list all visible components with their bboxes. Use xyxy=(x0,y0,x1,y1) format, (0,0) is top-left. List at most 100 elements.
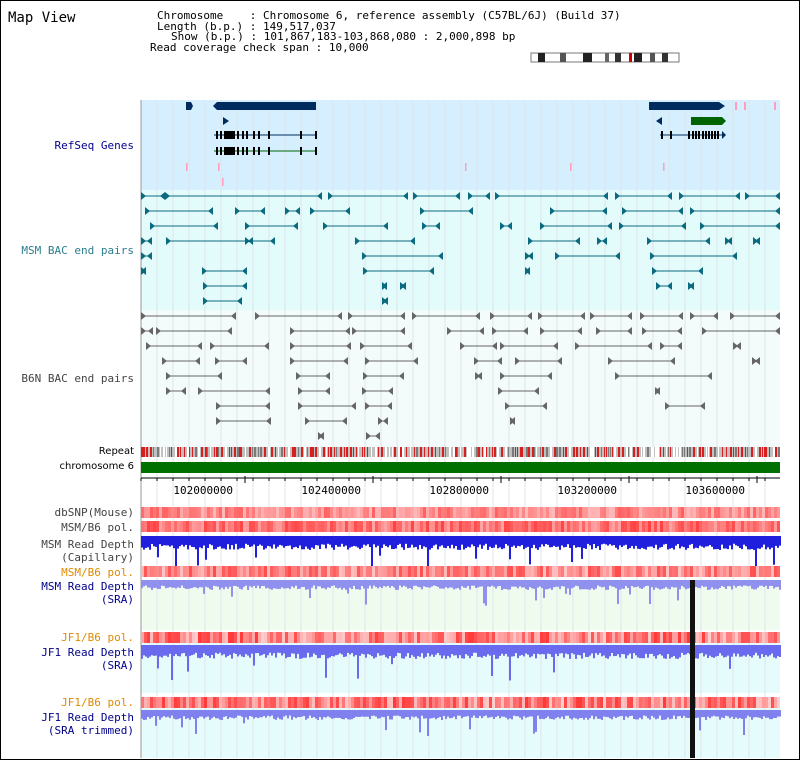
depth-bar xyxy=(557,580,559,587)
depth-bar xyxy=(557,645,559,657)
heatmap-cell xyxy=(342,697,345,708)
heatmap-cell xyxy=(465,566,468,577)
bac-end-marker xyxy=(468,192,473,200)
msm-b6-pol-heatmap-2[interactable] xyxy=(141,566,780,577)
depth-bar xyxy=(685,536,687,550)
heatmap-cell xyxy=(384,566,387,577)
depth-bar xyxy=(563,580,565,587)
repeat-track[interactable] xyxy=(141,447,780,457)
chromosome-ideogram[interactable] xyxy=(530,52,680,63)
heatmap-cell xyxy=(363,566,366,577)
heatmap-cell xyxy=(228,507,231,518)
depth-bar xyxy=(505,645,507,654)
depth-bar xyxy=(229,580,231,587)
heatmap-cell xyxy=(453,632,456,643)
depth-bar xyxy=(625,645,627,659)
depth-bar xyxy=(695,645,697,659)
bac-end-marker xyxy=(655,387,660,395)
heatmap-cell xyxy=(363,507,366,518)
heatmap-cell xyxy=(546,697,549,708)
bac-end-marker xyxy=(447,327,452,335)
repeat-element xyxy=(663,447,664,457)
heatmap-cell xyxy=(408,521,411,532)
bac-end-marker xyxy=(285,207,290,215)
heatmap-cell xyxy=(276,566,279,577)
heatmap-cell xyxy=(681,632,684,643)
refseq-genes[interactable] xyxy=(186,102,776,186)
depth-bar xyxy=(767,645,769,657)
depth-bar xyxy=(461,536,463,545)
heatmap-cell xyxy=(606,697,609,708)
heatmap-cell xyxy=(252,566,255,577)
depth-bar xyxy=(337,710,339,718)
heatmap-cell xyxy=(372,632,375,643)
depth-bar xyxy=(667,645,669,655)
depth-bar xyxy=(479,580,481,587)
depth-bar xyxy=(231,536,233,546)
jf1-b6-pol-heatmap[interactable] xyxy=(141,632,780,643)
depth-bar xyxy=(541,710,543,719)
heatmap-cell xyxy=(711,632,714,643)
chromosome-bar[interactable] xyxy=(141,462,780,473)
depth-bar xyxy=(501,580,503,590)
depth-bar xyxy=(395,536,397,549)
msm-bac-end-pairs[interactable] xyxy=(141,192,780,305)
depth-bar xyxy=(583,645,585,653)
heatmap-cell xyxy=(183,632,186,643)
repeat-element xyxy=(218,447,219,457)
repeat-element xyxy=(641,447,642,457)
depth-bar xyxy=(565,710,567,716)
heatmap-cell xyxy=(564,566,567,577)
jf1-b6-pol-heatmap-2[interactable] xyxy=(141,697,780,708)
heatmap-cell xyxy=(270,507,273,518)
repeat-element xyxy=(175,447,177,457)
repeat-element xyxy=(655,447,657,457)
heatmap-cell xyxy=(474,521,477,532)
heatmap-cell xyxy=(393,632,396,643)
jf1-depth-sra[interactable] xyxy=(141,645,781,681)
depth-bar xyxy=(171,580,173,588)
repeat-element xyxy=(378,447,379,457)
depth-bar xyxy=(651,580,653,588)
depth-bar xyxy=(769,710,771,720)
repeat-element xyxy=(569,447,571,457)
exon xyxy=(246,147,248,155)
dbsnp-heatmap[interactable] xyxy=(141,507,780,518)
depth-bar xyxy=(401,580,403,588)
jf1-depth-sra-trimmed[interactable] xyxy=(141,710,781,736)
depth-bar xyxy=(757,536,759,549)
depth-bar xyxy=(297,645,299,654)
msm-b6-pol-heatmap[interactable] xyxy=(141,521,780,532)
heatmap-cell xyxy=(717,566,720,577)
exon xyxy=(224,147,234,155)
heatmap-cell xyxy=(360,521,363,532)
depth-bar xyxy=(159,645,161,657)
heatmap-cell xyxy=(459,507,462,518)
b6n-bac-end-pairs[interactable] xyxy=(141,312,780,440)
msm-depth-sra[interactable] xyxy=(141,580,781,606)
depth-bar xyxy=(519,536,521,547)
depth-bar xyxy=(727,710,729,717)
depth-bar xyxy=(351,710,353,720)
depth-bar xyxy=(695,536,697,548)
repeat-element xyxy=(706,447,707,457)
heatmap-cell xyxy=(459,632,462,643)
heatmap-cell xyxy=(318,521,321,532)
heatmap-cell xyxy=(390,566,393,577)
depth-bar xyxy=(427,580,429,588)
heatmap-cell xyxy=(372,521,375,532)
bac-end-marker xyxy=(677,327,682,335)
heatmap-cell xyxy=(507,507,510,518)
heatmap-cell xyxy=(225,507,228,518)
depth-bar xyxy=(585,645,587,657)
heatmap-cell xyxy=(201,507,204,518)
bac-end-marker xyxy=(590,312,595,320)
depth-bar xyxy=(221,580,223,588)
depth-bar xyxy=(531,580,533,589)
depth-bar xyxy=(733,710,735,719)
msm-depth-capillary[interactable] xyxy=(141,536,781,571)
heatmap-cell xyxy=(540,632,543,643)
heatmap-cell xyxy=(738,521,741,532)
depth-bar xyxy=(321,645,323,656)
repeat-element xyxy=(668,447,669,457)
